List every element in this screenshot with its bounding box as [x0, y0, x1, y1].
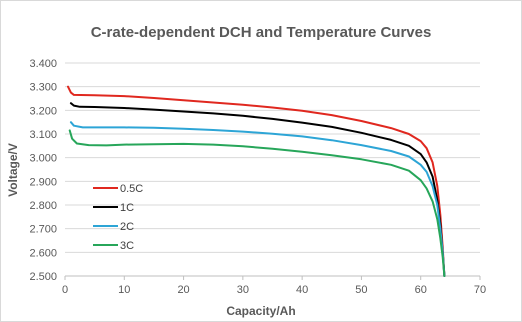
y-tick-label: 2.600 [29, 247, 57, 259]
series-line-3C [68, 129, 446, 277]
series-line-2C [69, 121, 446, 277]
x-tick-label: 30 [237, 284, 249, 296]
x-tick-label: 0 [62, 284, 68, 296]
legend-label: 2C [120, 221, 134, 233]
y-axis-title: Voltage/V [6, 143, 20, 197]
y-tick-label: 3.400 [29, 58, 57, 70]
series-line-0.5C [67, 85, 446, 277]
x-tick-label: 70 [474, 284, 486, 296]
x-tick-label: 60 [415, 284, 427, 296]
axes: 2.500 2.600 2.700 2.800 2.900 3.000 3.100 3.200… [29, 58, 486, 296]
y-tick-label: 3.300 [29, 82, 57, 94]
series-lines [67, 85, 446, 277]
y-tick-label: 3.000 [29, 153, 57, 165]
chart-title: C-rate-dependent DCH and Temperature Cur… [91, 24, 432, 41]
legend-label: 0.5C [120, 183, 143, 195]
x-axis-title: Capacity/Ah [226, 304, 295, 318]
y-tick-label: 2.800 [29, 200, 57, 212]
legend: 0.5C 1C 2C 3C [93, 183, 143, 252]
y-tick-label: 2.700 [29, 224, 57, 236]
series-line-1C [69, 102, 446, 277]
x-tick-label: 20 [177, 284, 189, 296]
legend-label: 1C [120, 202, 134, 214]
y-tick-label: 3.200 [29, 105, 57, 117]
x-tick-label: 50 [355, 284, 367, 296]
legend-label: 3C [120, 240, 134, 252]
y-tick-label: 2.900 [29, 176, 57, 188]
y-tick-label: 2.500 [29, 271, 57, 283]
y-tick-label: 3.100 [29, 129, 57, 141]
x-tick-label: 10 [118, 284, 130, 296]
x-tick-label: 40 [296, 284, 308, 296]
